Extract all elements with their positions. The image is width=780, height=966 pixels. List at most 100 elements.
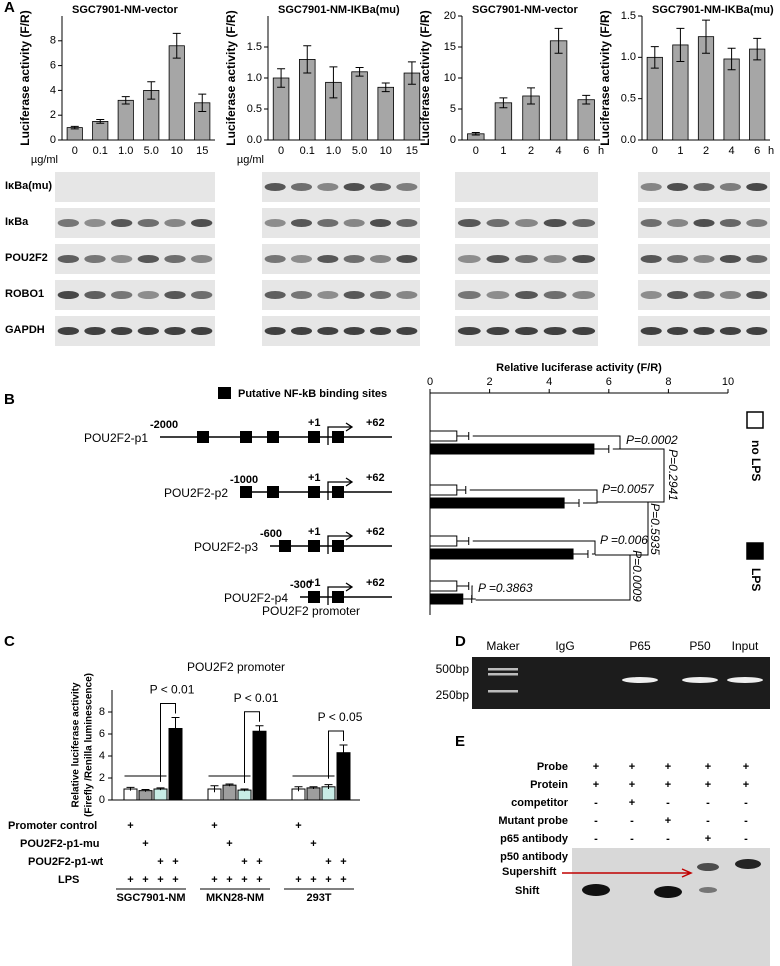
- blot-band: [719, 327, 741, 335]
- binding-site: [279, 540, 291, 552]
- blot-band: [572, 219, 596, 227]
- blot-band: [264, 291, 286, 299]
- blot-label: GAPDH: [5, 324, 45, 336]
- y-tick-label: 10: [444, 72, 456, 84]
- blot-band: [640, 183, 662, 191]
- blot-band: [343, 219, 365, 227]
- blot-band: [457, 327, 481, 335]
- blot-band: [396, 219, 418, 227]
- emsa-band: [735, 859, 761, 869]
- p-value: P =0.006: [600, 533, 648, 547]
- error-bar: [324, 784, 333, 789]
- x-tick-label: 10: [380, 145, 392, 157]
- blot-band: [343, 255, 365, 263]
- y-axis-label: Luciferase activity (F/R): [598, 10, 612, 145]
- blot-band: [640, 327, 662, 335]
- gel-band: [488, 690, 518, 693]
- axis: [61, 16, 215, 141]
- blot: [55, 172, 215, 202]
- bar: [577, 99, 595, 141]
- blot-band: [84, 255, 106, 263]
- condition-mark: +: [127, 820, 133, 832]
- condition-mark: +: [226, 874, 232, 886]
- bar: [117, 99, 134, 141]
- bar: [222, 784, 237, 801]
- y-tick-label: 2: [99, 772, 105, 784]
- blot-band: [693, 291, 715, 299]
- blot-label: ROBO1: [5, 288, 44, 300]
- row-mark: +: [705, 779, 711, 791]
- row-label: competitor: [511, 797, 569, 809]
- p-value: P=0.0002: [626, 433, 678, 447]
- lane-label: IgG: [555, 639, 574, 653]
- row-mark: -: [666, 797, 670, 809]
- bar: [138, 790, 153, 801]
- blot-band: [515, 327, 538, 335]
- tss-label: +1: [308, 472, 321, 484]
- x-tick-label: 0: [652, 145, 658, 157]
- y-tick-label: 0.0: [247, 134, 262, 146]
- row-mark: -: [706, 815, 710, 827]
- blot-band: [543, 327, 567, 335]
- end-label: +62: [366, 526, 385, 538]
- y-tick-label: 6: [50, 60, 56, 72]
- error-bar: [141, 789, 150, 792]
- error-bar: [70, 125, 79, 130]
- error-bar: [456, 582, 470, 590]
- binding-site: [308, 540, 320, 552]
- binding-site: [332, 540, 344, 552]
- panel-label: B: [4, 391, 15, 408]
- lane-label: Input: [732, 639, 759, 653]
- x-tick-label: 1: [677, 145, 683, 157]
- x-tick-label: 0: [473, 145, 479, 157]
- error-bar: [303, 45, 312, 74]
- bracket: [244, 711, 260, 783]
- error-bar: [471, 132, 480, 136]
- group-label: MKN28-NM: [206, 892, 264, 904]
- error-bar: [753, 37, 762, 61]
- axis: [267, 16, 425, 141]
- row-mark: +: [593, 779, 599, 791]
- blot-band: [515, 219, 538, 227]
- blot-band: [57, 291, 79, 299]
- group-label: SGC7901-NM: [116, 892, 185, 904]
- blot-band: [317, 291, 339, 299]
- x-tick-label: 15: [196, 145, 208, 157]
- blot-band: [457, 219, 481, 227]
- blot-band: [515, 255, 538, 263]
- blot-band: [667, 327, 689, 335]
- chart-title: SGC7901-NM-vector: [472, 4, 578, 16]
- p-value: P < 0.05: [318, 710, 363, 724]
- condition-mark: +: [340, 856, 346, 868]
- legend-text: no LPS: [749, 440, 763, 481]
- condition-mark: +: [325, 856, 331, 868]
- blot-band: [572, 327, 596, 335]
- binding-site: [332, 591, 344, 603]
- start-label: -600: [260, 528, 282, 540]
- y-axis-label: Luciferase activity (F/R): [18, 10, 32, 145]
- blot-band: [667, 219, 689, 227]
- row-mark: -: [594, 797, 598, 809]
- bar: [92, 121, 109, 141]
- condition-mark: +: [241, 856, 247, 868]
- error-bar: [456, 486, 467, 494]
- row-label: p65 antibody: [500, 833, 569, 845]
- row-mark: +: [593, 761, 599, 773]
- blot-band: [84, 291, 106, 299]
- blot-band: [396, 327, 418, 335]
- condition-label: POU2F2-p1-wt: [28, 856, 104, 868]
- y-tick-label: 6: [99, 728, 105, 740]
- blot: [55, 280, 215, 310]
- p-value: P=0.5935: [648, 503, 662, 555]
- condition-mark: +: [256, 856, 262, 868]
- blot-band: [640, 291, 662, 299]
- bar: [723, 58, 740, 141]
- chart-title: SGC7901-NM-vector: [72, 4, 178, 16]
- blot-band: [667, 291, 689, 299]
- blot-band: [486, 219, 510, 227]
- bracket: [469, 489, 598, 504]
- blot-band: [543, 291, 567, 299]
- condition-mark: +: [142, 874, 148, 886]
- blot-band: [667, 255, 689, 263]
- x-tick-label: 2: [487, 376, 493, 388]
